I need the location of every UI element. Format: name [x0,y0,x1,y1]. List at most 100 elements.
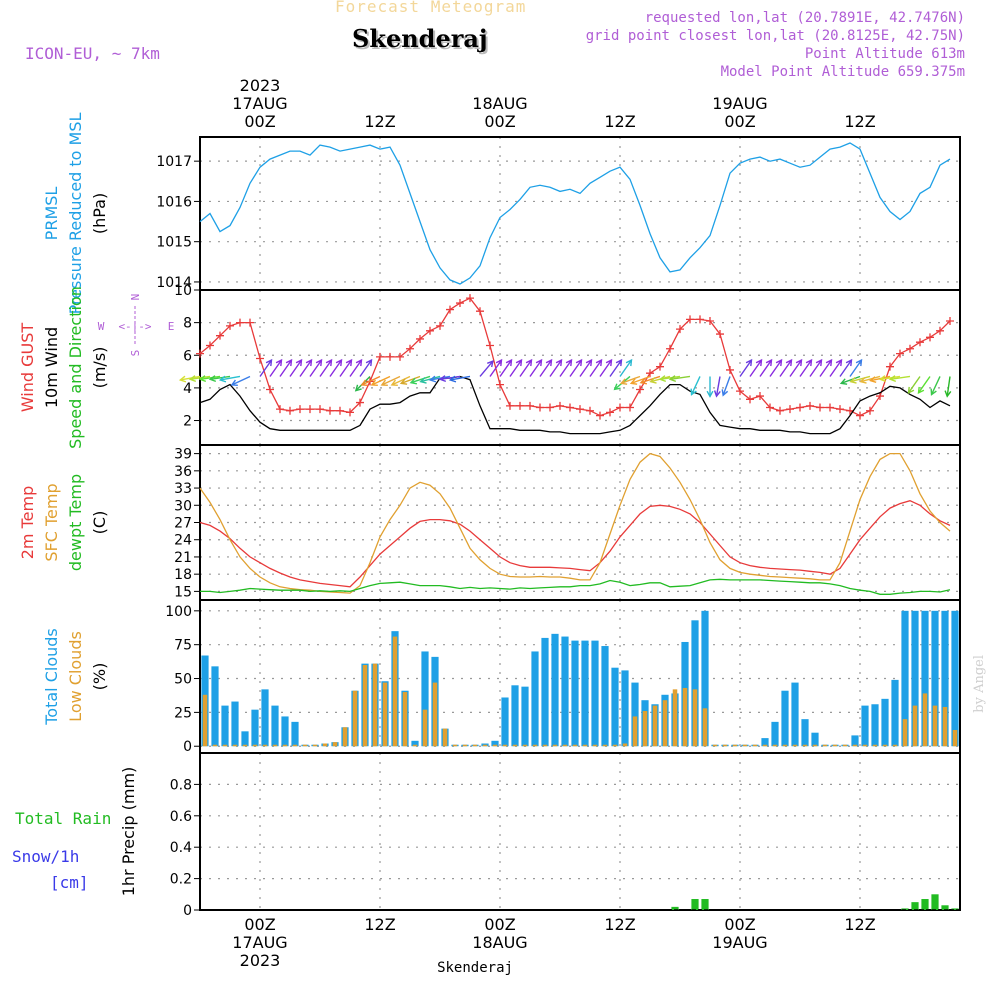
low-cloud-bar [492,744,498,747]
gust-marker [246,318,254,327]
total-cloud-bar [771,721,779,747]
wind-arrow [749,359,763,377]
low-cloud-bar [372,663,378,747]
low-cloud-bar [892,744,898,747]
gust-marker [306,405,314,414]
wind-arrow-head [745,358,753,367]
wind-arrow-head [721,389,729,397]
total-cloud-bar [851,735,859,747]
wind-arrow-head [265,358,273,367]
wind-arrow [319,359,333,377]
grid-point-coords: grid point closest lon,lat (20.8125E, 42… [585,28,965,44]
y-tick-label: 8 [183,316,192,332]
low-cloud-bar [642,711,648,747]
total-cloud-bar [211,666,219,747]
location-title: Skenderaj [352,24,488,53]
time-label-bottom: 19AUG [712,933,767,952]
y-tick-label: 36 [174,464,192,480]
time-label-top: 12Z [604,112,635,131]
gust-marker [676,325,684,334]
low-cloud-bar [862,744,868,747]
wind-arrow [620,375,641,384]
total-cloud-bar [491,740,499,747]
wind-arrow-head [917,386,925,395]
low-cloud-bar [742,744,748,747]
y-tick-label: 100 [165,604,192,620]
gust-marker [706,317,714,325]
low-cloud-bar [222,744,228,747]
y-tick-label: 0.8 [170,777,192,793]
gust-marker [646,369,654,378]
gust-marker [906,344,914,353]
gust-marker [516,401,524,410]
wind-arrow [549,359,563,377]
wind-arrow-head [668,375,677,383]
low-cloud-bar [692,689,698,747]
total-cloud-bar [781,690,789,747]
gust-marker [586,406,594,415]
time-label-top: 12Z [364,112,395,131]
low-cloud-bar [212,744,218,747]
y-tick-label: 24 [174,533,192,549]
wind-arrow [231,375,251,386]
wind-arrow [579,359,593,377]
wind-arrow-head [335,358,343,367]
wind-arrow [930,376,941,395]
gust-marker [326,406,334,415]
wind-arrow [589,359,603,377]
wind-arrow [489,359,503,377]
wind-arrow-head [639,377,648,385]
gust-marker [886,362,894,371]
low-cloud-bar [352,690,358,747]
total-cloud-bar [621,670,629,747]
total-cloud-bar [281,716,289,747]
product-title: Forecast Meteogram [335,0,527,16]
total-cloud-bar [571,640,579,747]
compass-e: E [168,320,175,333]
compass-n: N [129,294,142,301]
series-line-2m-temp [199,500,951,588]
total-cloud-bar [931,610,939,747]
wind-arrow-head [354,384,362,392]
wind-arrow-head [839,378,848,385]
wind-arrow-head [380,379,388,387]
time-label-top: 18AUG [472,94,527,113]
total-cloud-bar [701,610,709,747]
rain-bar [911,902,919,910]
gust-marker [346,408,354,417]
total-cloud-bar [761,738,769,747]
wind-arrow-head [295,358,303,367]
low-cloud-bar [812,744,818,747]
gust-marker [526,401,534,410]
wind-arrow-head [230,379,238,387]
low-cloud-bar [802,744,808,747]
wind-arrow-head [409,377,418,385]
low-cloud-bar [732,744,738,747]
total-cloud-bar [521,686,529,747]
gust-marker [496,380,504,389]
wind-arrow [829,359,843,377]
wind-arrow [819,359,833,377]
total-cloud-bar [511,685,519,747]
low-cloud-bar [282,744,288,747]
low-cloud-bar [872,744,878,747]
wind-arrow-head [370,379,378,387]
low-cloud-bar [402,692,408,747]
low-cloud-bar [952,729,958,747]
panel-label: Low Clouds [66,631,85,722]
wind-arrow-head [690,388,697,396]
low-cloud-bar [552,744,558,747]
total-cloud-bar [221,705,229,747]
low-cloud-bar [632,716,638,747]
wind-arrow-head [878,375,887,383]
panel-label: Total Rain [15,809,111,828]
panel-label: Speed and Direction [66,286,85,449]
series-line-wind-gust [199,297,951,417]
low-cloud-bar [702,708,708,747]
wind-arrow-head [625,358,633,367]
low-cloud-bar [662,700,668,747]
wind-arrow [309,359,323,377]
low-cloud-bar [422,709,428,747]
wind-arrow [739,359,753,377]
wind-arrow [849,359,863,377]
